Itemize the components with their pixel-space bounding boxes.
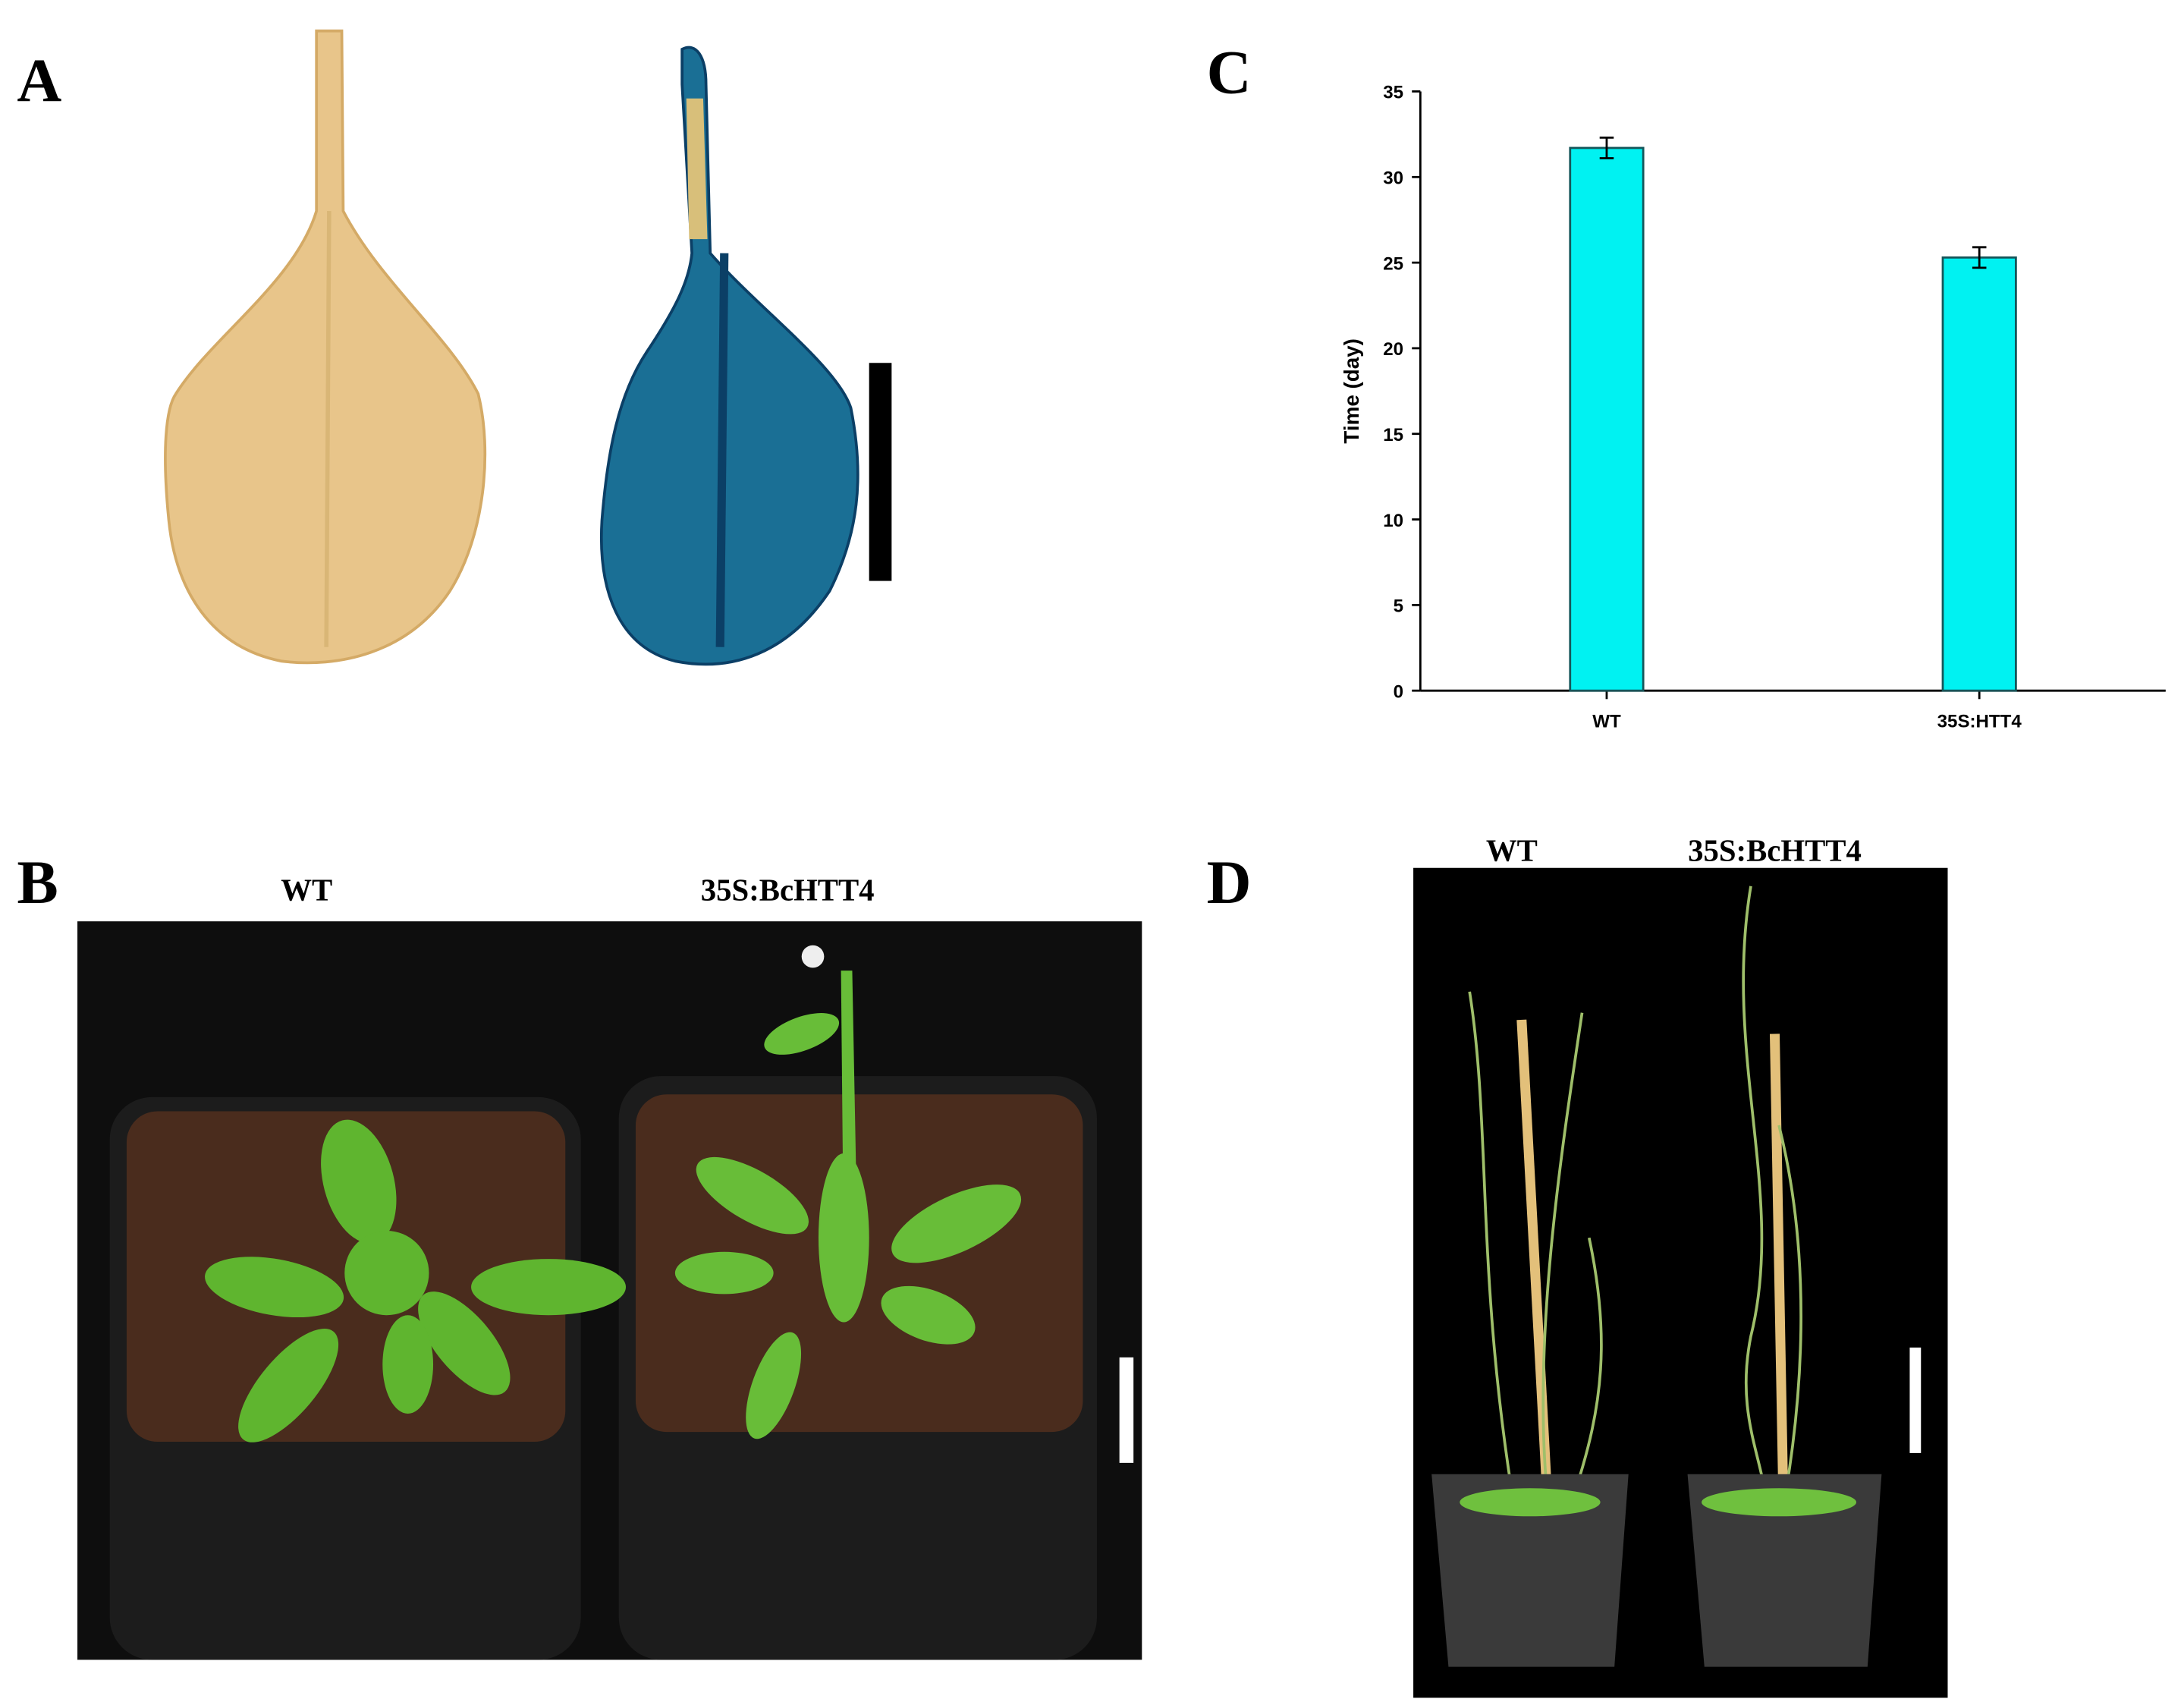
photo-label: WT (281, 873, 332, 907)
error-bar (1599, 137, 1614, 159)
y-tick-label: 15 (1383, 425, 1403, 445)
scale-bar (869, 363, 892, 581)
rosette (1702, 1488, 1856, 1517)
leaf-vein (324, 211, 332, 647)
photo-label: 35S:BcHTT4 (1688, 833, 1862, 867)
stake (1769, 1033, 1789, 1492)
leaf-vein (715, 253, 729, 647)
y-tick-label: 10 (1383, 511, 1403, 531)
y-tick-label: 30 (1383, 168, 1403, 189)
y-tick-label: 5 (1394, 596, 1403, 617)
plant (1468, 886, 1802, 1492)
panel-label: C (1207, 37, 1252, 106)
bar-chart: Time (day) 0 5 10 15 20 25 30 35 WT 35S:HTT4 (1340, 83, 2166, 731)
photo-label: WT (1486, 833, 1538, 867)
photo-d: WT 35S:BcHTT4 (1413, 833, 1948, 1698)
bar (1569, 146, 1645, 692)
y-tick-label: 20 (1383, 339, 1403, 360)
x-tick-label: WT (1592, 711, 1621, 731)
scale-bar (1119, 1357, 1134, 1463)
plant (205, 1119, 626, 1442)
error-bar (1972, 246, 1987, 269)
leaf-wt (164, 29, 487, 665)
leaf-gus (599, 46, 859, 666)
panel-label: B (17, 848, 58, 917)
x-tick-label: 35S:HTT4 (1937, 711, 2022, 731)
plant (674, 945, 1022, 1439)
pot (1687, 1474, 1882, 1667)
pot (1431, 1474, 1629, 1667)
photo-a (164, 29, 892, 666)
scale-bar (1909, 1347, 1922, 1453)
rosette (1460, 1488, 1601, 1517)
photo-label: 35S:BcHTT4 (701, 873, 875, 907)
y-tick-label: 0 (1394, 681, 1403, 702)
y-tick-label: 25 (1383, 253, 1403, 274)
photo-b: WT 35S:BcHTT4 (77, 873, 1142, 1660)
panel-label: A (17, 46, 61, 115)
y-tick-label: 35 (1383, 83, 1403, 103)
y-axis-label: Time (day) (1340, 338, 1363, 444)
leaf-petiole (686, 98, 708, 240)
bar (1941, 256, 2017, 692)
panel-label: D (1207, 848, 1252, 917)
